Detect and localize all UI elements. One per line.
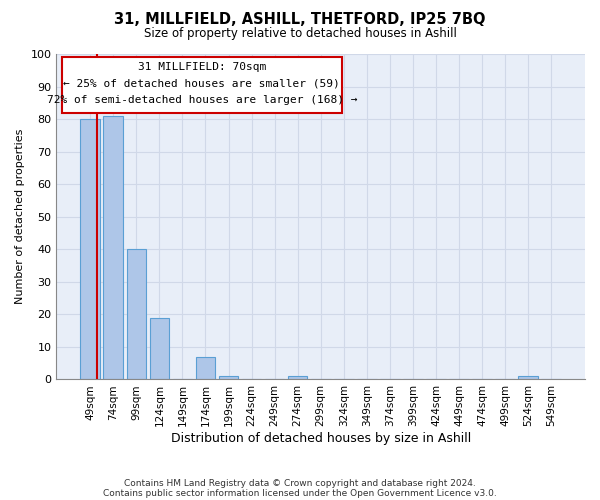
Text: 31, MILLFIELD, ASHILL, THETFORD, IP25 7BQ: 31, MILLFIELD, ASHILL, THETFORD, IP25 7B… (114, 12, 486, 28)
Bar (149, 318, 169, 380)
Text: Contains HM Land Registry data © Crown copyright and database right 2024.: Contains HM Land Registry data © Crown c… (124, 478, 476, 488)
Text: 72% of semi-detached houses are larger (168) →: 72% of semi-detached houses are larger (… (47, 94, 357, 104)
Bar (288, 376, 307, 380)
Bar (127, 250, 146, 380)
Bar (196, 356, 215, 380)
Bar (518, 376, 538, 380)
Bar (103, 116, 123, 380)
Text: Size of property relative to detached houses in Ashill: Size of property relative to detached ho… (143, 28, 457, 40)
Bar (219, 376, 238, 380)
Text: ← 25% of detached houses are smaller (59): ← 25% of detached houses are smaller (59… (64, 78, 340, 88)
X-axis label: Distribution of detached houses by size in Ashill: Distribution of detached houses by size … (170, 432, 471, 445)
Y-axis label: Number of detached properties: Number of detached properties (15, 129, 25, 304)
Text: Contains public sector information licensed under the Open Government Licence v3: Contains public sector information licen… (103, 488, 497, 498)
Bar (80, 119, 100, 380)
Text: 31 MILLFIELD: 70sqm: 31 MILLFIELD: 70sqm (137, 62, 266, 72)
FancyBboxPatch shape (62, 58, 342, 112)
